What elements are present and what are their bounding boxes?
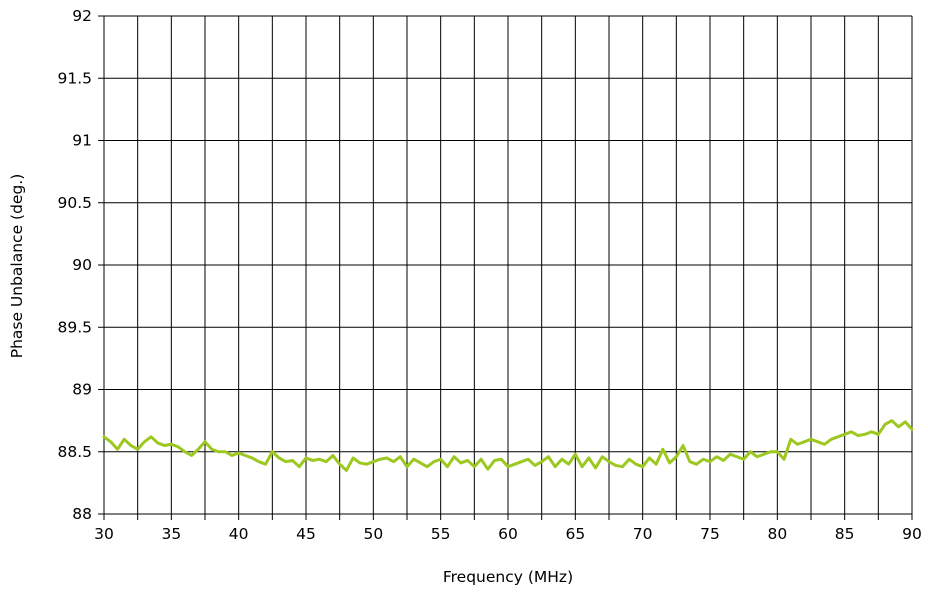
y-tick-label: 90.5 bbox=[57, 194, 92, 212]
x-tick-label: 55 bbox=[431, 525, 451, 543]
x-tick-label: 60 bbox=[498, 525, 518, 543]
x-tick-label: 30 bbox=[94, 525, 114, 543]
y-tick-label: 89 bbox=[72, 381, 92, 399]
y-tick-label: 90 bbox=[72, 256, 92, 274]
y-tick-label: 89.5 bbox=[57, 318, 92, 336]
y-tick-label: 92 bbox=[72, 7, 92, 25]
x-tick-label: 70 bbox=[633, 525, 653, 543]
y-axis-label: Phase Unbalance (deg.) bbox=[8, 174, 26, 359]
x-tick-label: 90 bbox=[902, 525, 922, 543]
x-tick-label: 75 bbox=[700, 525, 720, 543]
x-tick-label: 35 bbox=[161, 525, 181, 543]
x-tick-label: 50 bbox=[363, 525, 383, 543]
x-tick-label: 45 bbox=[296, 525, 316, 543]
x-tick-label: 65 bbox=[565, 525, 585, 543]
x-tick-label: 40 bbox=[229, 525, 249, 543]
x-axis-label: Frequency (MHz) bbox=[443, 568, 573, 586]
x-tick-label: 80 bbox=[767, 525, 787, 543]
y-tick-label: 91 bbox=[72, 132, 92, 150]
y-tick-label: 88.5 bbox=[57, 443, 92, 461]
y-tick-label: 88 bbox=[72, 505, 92, 523]
y-tick-label: 91.5 bbox=[57, 69, 92, 87]
x-tick-label: 85 bbox=[835, 525, 855, 543]
